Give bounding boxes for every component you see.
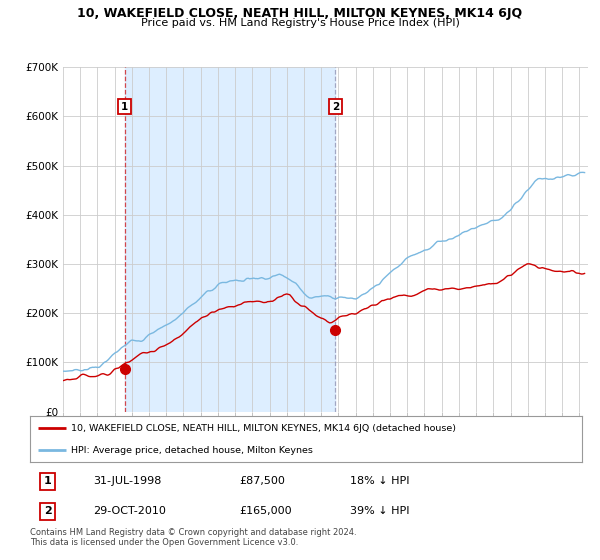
Text: Contains HM Land Registry data © Crown copyright and database right 2024.
This d: Contains HM Land Registry data © Crown c… — [30, 528, 356, 547]
Text: 31-JUL-1998: 31-JUL-1998 — [94, 476, 162, 486]
Text: 2: 2 — [44, 506, 52, 516]
Text: 18% ↓ HPI: 18% ↓ HPI — [350, 476, 410, 486]
Text: £87,500: £87,500 — [240, 476, 286, 486]
Text: 2: 2 — [332, 101, 339, 111]
Text: Price paid vs. HM Land Registry's House Price Index (HPI): Price paid vs. HM Land Registry's House … — [140, 18, 460, 28]
Text: 39% ↓ HPI: 39% ↓ HPI — [350, 506, 410, 516]
Bar — [125, 67, 335, 412]
Text: 1: 1 — [44, 476, 52, 486]
Text: 10, WAKEFIELD CLOSE, NEATH HILL, MILTON KEYNES, MK14 6JQ (detached house): 10, WAKEFIELD CLOSE, NEATH HILL, MILTON … — [71, 423, 457, 432]
Text: 1: 1 — [121, 101, 128, 111]
Text: 10, WAKEFIELD CLOSE, NEATH HILL, MILTON KEYNES, MK14 6JQ: 10, WAKEFIELD CLOSE, NEATH HILL, MILTON … — [77, 7, 523, 20]
Text: HPI: Average price, detached house, Milton Keynes: HPI: Average price, detached house, Milt… — [71, 446, 313, 455]
Text: 29-OCT-2010: 29-OCT-2010 — [94, 506, 166, 516]
Text: £165,000: £165,000 — [240, 506, 292, 516]
